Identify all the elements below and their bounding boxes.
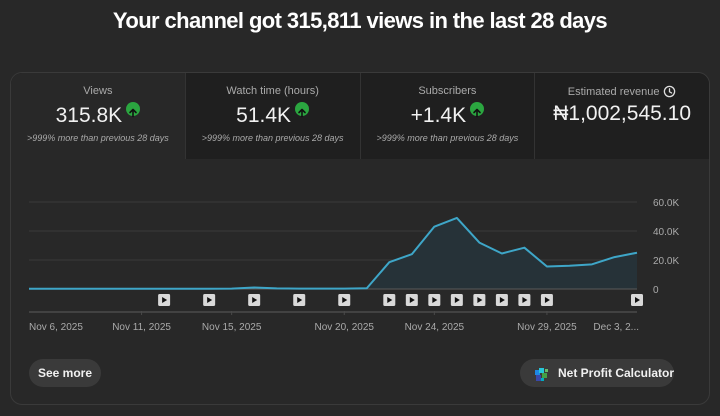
metric-label: Subscribers <box>418 85 477 97</box>
page-title: Your channel got 315,811 views in the la… <box>112 8 608 33</box>
arrow-up-icon <box>295 102 310 118</box>
area-fill <box>29 217 637 289</box>
y-tick-label: 0 <box>653 285 659 296</box>
y-tick-label: 40.0K <box>653 227 679 238</box>
video-play-icon[interactable] <box>495 294 508 306</box>
video-play-icon[interactable] <box>248 294 261 306</box>
video-play-icon[interactable] <box>473 294 486 306</box>
net-profit-calculator-button[interactable]: Net Profit Calculator <box>520 359 674 387</box>
video-play-icon[interactable] <box>158 294 171 306</box>
clock-icon[interactable] <box>663 85 676 101</box>
metric-value: 315.8K <box>55 104 123 127</box>
views-chart: 0 20.0K 40.0K 60.0K Nov 6, 2025 Nov 11, 2025 N… <box>11 159 709 339</box>
metric-card-views[interactable]: Views 315.8K >999% more than previous 28… <box>11 73 186 159</box>
arrow-up-icon <box>126 102 141 118</box>
x-tick-label: Nov 20, 2025 <box>315 322 375 333</box>
video-play-icon[interactable] <box>518 294 531 306</box>
analytics-panel: Views 315.8K >999% more than previous 28… <box>10 72 710 405</box>
views-line[interactable] <box>29 216 638 290</box>
y-tick-label: 20.0K <box>653 256 679 267</box>
metric-card-watch-time[interactable]: Watch time (hours) 51.4K >999% more than… <box>186 73 361 159</box>
metric-cards: Views 315.8K >999% more than previous 28… <box>11 73 709 159</box>
see-more-button[interactable]: See more <box>29 359 101 387</box>
video-play-icon[interactable] <box>203 294 216 306</box>
video-play-icon[interactable] <box>293 294 306 306</box>
x-tick-label: Nov 29, 2025 <box>517 322 577 333</box>
metric-card-subscribers[interactable]: Subscribers +1.4K >999% more than previo… <box>361 73 536 159</box>
video-play-icon[interactable] <box>383 294 396 306</box>
metric-value: ₦1,002,545.10 <box>553 102 692 125</box>
video-play-icon[interactable] <box>450 294 463 306</box>
arrow-up-icon <box>470 102 485 118</box>
metric-delta: >999% more than previous 28 days <box>201 133 344 143</box>
metric-label: Watch time (hours) <box>226 85 319 97</box>
net-profit-calculator-label: Net Profit Calculator <box>558 366 675 380</box>
line-chart: 0 20.0K 40.0K 60.0K Nov 6, 2025 Nov 11, 2025 N… <box>29 198 679 333</box>
x-tick-label: Nov 6, 2025 <box>29 322 83 333</box>
metric-label: Estimated revenue <box>567 86 660 98</box>
metric-value: +1.4K <box>410 104 467 127</box>
metric-delta: >999% more than previous 28 days <box>26 133 169 143</box>
metric-card-revenue[interactable]: Estimated revenue ₦1,002,545.10 <box>535 73 709 159</box>
x-tick-label: Nov 11, 2025 <box>112 322 171 333</box>
x-tick-label: Dec 3, 2... <box>593 322 639 333</box>
video-play-icon[interactable] <box>405 294 418 306</box>
x-tick-label: Nov 24, 2025 <box>405 322 465 333</box>
video-play-icon[interactable] <box>540 294 553 306</box>
video-play-icon[interactable] <box>631 294 643 306</box>
calculator-logo-icon <box>534 365 550 381</box>
x-tick-label: Nov 15, 2025 <box>202 322 262 333</box>
video-play-icon[interactable] <box>428 294 441 306</box>
video-play-icon[interactable] <box>338 294 351 306</box>
metric-label: Views <box>83 85 113 97</box>
metric-delta: >999% more than previous 28 days <box>376 133 519 143</box>
y-tick-label: 60.0K <box>653 198 679 209</box>
metric-value: 51.4K <box>236 104 292 127</box>
